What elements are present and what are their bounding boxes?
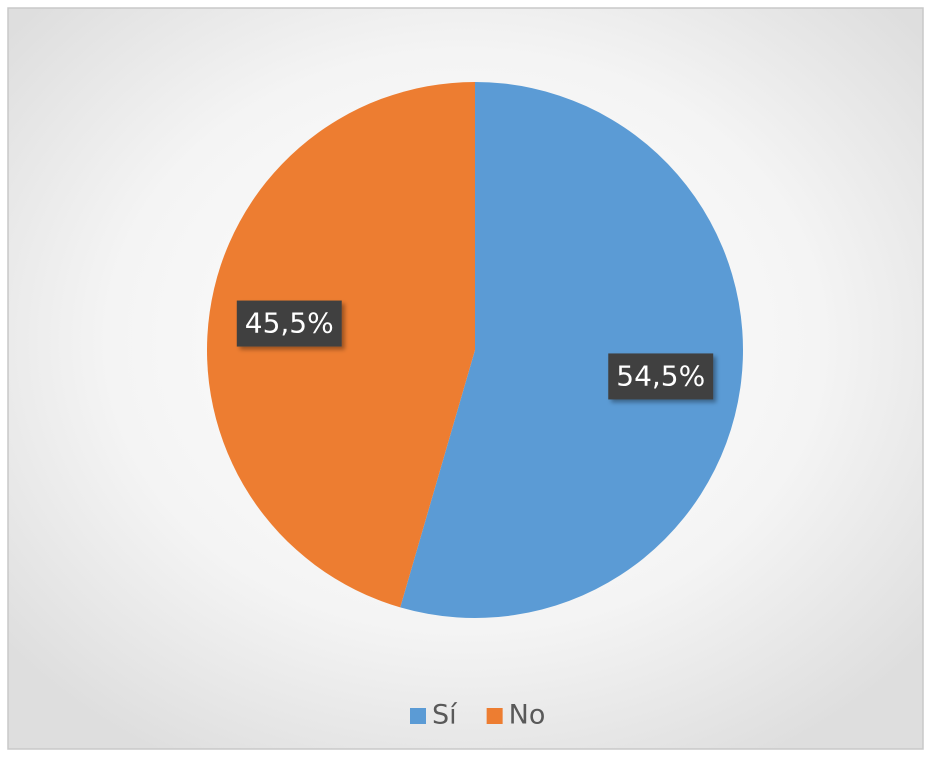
data-label: 54,5%	[616, 359, 705, 392]
data-label-box	[236, 300, 342, 347]
legend-swatch	[486, 708, 503, 724]
data-label-box	[608, 353, 714, 400]
legend-label: Sí	[432, 700, 458, 731]
data-label: 45,5%	[245, 307, 334, 340]
legend-label: No	[509, 700, 546, 731]
pie-slice	[400, 82, 744, 619]
legend-swatch	[410, 708, 426, 724]
